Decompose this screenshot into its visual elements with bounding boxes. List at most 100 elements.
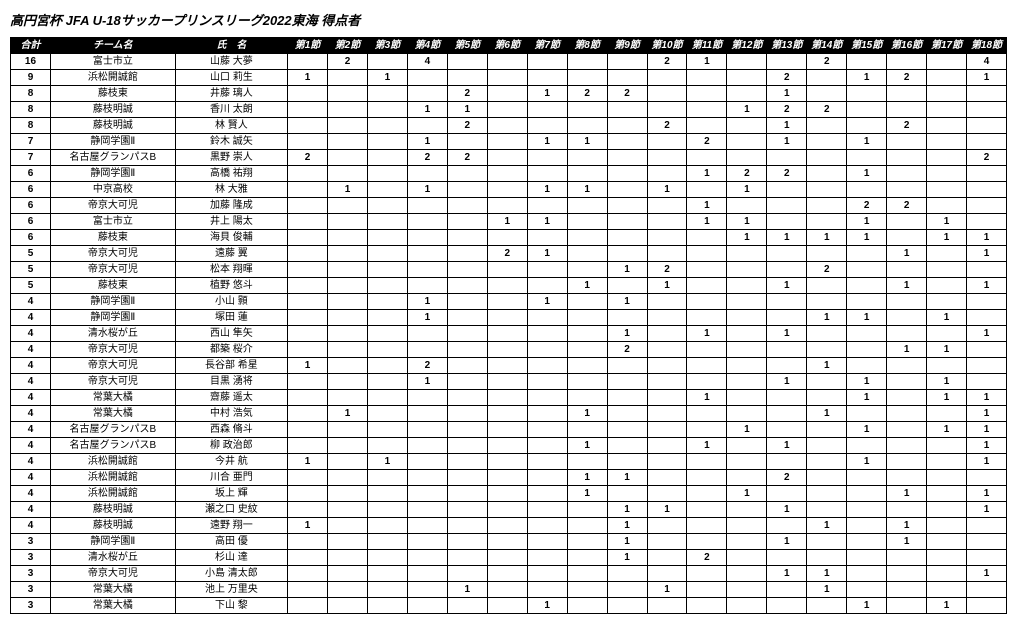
cell-value: [927, 102, 967, 118]
cell-value: [367, 86, 407, 102]
header-round: 第6節: [487, 38, 527, 54]
cell-value: [847, 182, 887, 198]
cell-team: 浜松開誠館: [50, 70, 175, 86]
cell-value: [687, 374, 727, 390]
cell-value: [288, 278, 328, 294]
cell-total: 4: [11, 502, 51, 518]
cell-total: 3: [11, 598, 51, 614]
cell-name: 植野 悠斗: [175, 278, 287, 294]
cell-value: 2: [887, 70, 927, 86]
cell-value: 1: [967, 230, 1007, 246]
cell-value: [767, 150, 807, 166]
cell-value: [328, 438, 368, 454]
cell-value: 1: [407, 102, 447, 118]
cell-team: 帝京大可児: [50, 342, 175, 358]
cell-value: [567, 358, 607, 374]
cell-value: [967, 214, 1007, 230]
cell-team: 清水桜が丘: [50, 550, 175, 566]
cell-name: 黒野 崇人: [175, 150, 287, 166]
cell-value: [527, 502, 567, 518]
cell-value: [687, 262, 727, 278]
cell-value: 2: [767, 70, 807, 86]
cell-team: 藤枝明誠: [50, 118, 175, 134]
table-row: 4浜松開誠館坂上 輝1111: [11, 486, 1007, 502]
cell-value: [647, 294, 687, 310]
cell-team: 藤枝明誠: [50, 518, 175, 534]
cell-value: [807, 550, 847, 566]
cell-value: [647, 486, 687, 502]
cell-value: [328, 518, 368, 534]
cell-value: [887, 182, 927, 198]
cell-value: [328, 198, 368, 214]
cell-value: [607, 358, 647, 374]
cell-value: [527, 230, 567, 246]
cell-value: [567, 246, 607, 262]
cell-value: 1: [847, 422, 887, 438]
cell-value: 1: [288, 454, 328, 470]
cell-value: [767, 358, 807, 374]
cell-value: [288, 374, 328, 390]
cell-total: 3: [11, 566, 51, 582]
cell-value: [927, 262, 967, 278]
cell-value: [567, 166, 607, 182]
table-row: 8藤枝明誠香川 太朗11122: [11, 102, 1007, 118]
cell-value: [967, 374, 1007, 390]
cell-value: [288, 294, 328, 310]
cell-value: 1: [727, 182, 767, 198]
cell-value: [447, 310, 487, 326]
cell-value: 1: [727, 486, 767, 502]
cell-value: [447, 374, 487, 390]
cell-value: [288, 566, 328, 582]
cell-value: [927, 182, 967, 198]
cell-total: 5: [11, 262, 51, 278]
cell-value: [607, 310, 647, 326]
table-row: 4藤枝明誠遠野 翔一1111: [11, 518, 1007, 534]
cell-value: [447, 230, 487, 246]
cell-total: 4: [11, 422, 51, 438]
cell-value: 1: [887, 246, 927, 262]
cell-value: [687, 102, 727, 118]
cell-value: 2: [407, 358, 447, 374]
header-round: 第9節: [607, 38, 647, 54]
cell-value: 1: [487, 214, 527, 230]
cell-value: [727, 598, 767, 614]
cell-value: [967, 342, 1007, 358]
cell-value: [607, 582, 647, 598]
cell-value: [767, 342, 807, 358]
cell-value: 1: [727, 102, 767, 118]
cell-value: [807, 150, 847, 166]
header-round: 第13節: [767, 38, 807, 54]
cell-value: [407, 454, 447, 470]
table-row: 3常葉大橘下山 黎111: [11, 598, 1007, 614]
cell-value: [447, 294, 487, 310]
cell-value: [927, 550, 967, 566]
cell-value: [927, 246, 967, 262]
cell-value: [927, 198, 967, 214]
header-round: 第12節: [727, 38, 767, 54]
cell-value: [447, 406, 487, 422]
cell-value: [847, 326, 887, 342]
cell-value: [567, 262, 607, 278]
cell-value: [647, 534, 687, 550]
cell-value: [647, 390, 687, 406]
cell-value: [607, 278, 647, 294]
cell-value: [727, 150, 767, 166]
cell-team: 名古屋グランパスB: [50, 422, 175, 438]
cell-name: 目黒 湧将: [175, 374, 287, 390]
cell-value: [328, 422, 368, 438]
header-name: 氏 名: [175, 38, 287, 54]
cell-value: [328, 86, 368, 102]
cell-value: [407, 550, 447, 566]
cell-value: [288, 230, 328, 246]
table-row: 3帝京大可児小島 清太郎111: [11, 566, 1007, 582]
cell-value: 2: [847, 198, 887, 214]
cell-value: [367, 230, 407, 246]
cell-total: 4: [11, 294, 51, 310]
cell-value: 1: [927, 310, 967, 326]
cell-value: [567, 230, 607, 246]
cell-value: [527, 310, 567, 326]
cell-value: [487, 566, 527, 582]
cell-value: [527, 326, 567, 342]
cell-value: 2: [447, 86, 487, 102]
cell-value: [727, 118, 767, 134]
